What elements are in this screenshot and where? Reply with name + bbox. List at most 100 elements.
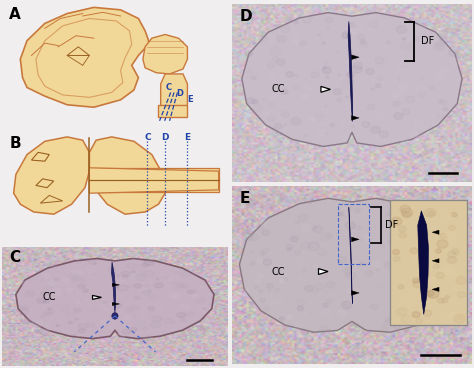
Circle shape bbox=[105, 302, 112, 305]
Circle shape bbox=[371, 126, 380, 133]
Circle shape bbox=[282, 112, 290, 117]
Circle shape bbox=[78, 323, 89, 329]
Circle shape bbox=[171, 282, 177, 286]
Circle shape bbox=[412, 278, 419, 283]
Circle shape bbox=[389, 213, 392, 216]
Circle shape bbox=[281, 274, 289, 280]
Circle shape bbox=[400, 205, 410, 213]
Circle shape bbox=[180, 272, 191, 277]
Circle shape bbox=[447, 312, 459, 321]
Circle shape bbox=[254, 198, 262, 204]
Circle shape bbox=[436, 41, 443, 47]
Circle shape bbox=[344, 141, 354, 149]
Circle shape bbox=[451, 24, 458, 29]
Circle shape bbox=[414, 17, 420, 22]
Circle shape bbox=[129, 273, 139, 279]
Circle shape bbox=[416, 30, 425, 37]
Circle shape bbox=[421, 217, 428, 222]
Circle shape bbox=[268, 290, 270, 291]
Circle shape bbox=[326, 133, 328, 135]
Circle shape bbox=[314, 99, 319, 103]
Circle shape bbox=[175, 272, 178, 273]
Circle shape bbox=[76, 293, 82, 296]
Circle shape bbox=[122, 275, 128, 278]
Circle shape bbox=[89, 259, 94, 261]
Circle shape bbox=[22, 275, 33, 280]
Circle shape bbox=[80, 279, 86, 282]
Circle shape bbox=[275, 298, 283, 304]
Circle shape bbox=[429, 86, 434, 89]
Circle shape bbox=[368, 28, 375, 33]
Circle shape bbox=[439, 35, 447, 41]
Polygon shape bbox=[112, 302, 119, 305]
Circle shape bbox=[392, 80, 399, 85]
Circle shape bbox=[366, 68, 374, 75]
Circle shape bbox=[48, 281, 57, 286]
Circle shape bbox=[180, 304, 190, 309]
Circle shape bbox=[104, 270, 114, 275]
Circle shape bbox=[348, 256, 352, 259]
Circle shape bbox=[402, 38, 405, 40]
Circle shape bbox=[434, 249, 442, 255]
Circle shape bbox=[110, 282, 118, 286]
Circle shape bbox=[277, 35, 286, 43]
Polygon shape bbox=[432, 259, 439, 263]
Circle shape bbox=[260, 252, 264, 255]
Circle shape bbox=[402, 139, 408, 144]
Circle shape bbox=[203, 268, 212, 273]
Circle shape bbox=[360, 42, 368, 48]
Circle shape bbox=[143, 271, 154, 277]
Circle shape bbox=[399, 226, 406, 232]
Circle shape bbox=[280, 280, 284, 283]
Circle shape bbox=[121, 271, 130, 276]
Polygon shape bbox=[90, 137, 165, 214]
Circle shape bbox=[242, 233, 253, 241]
Circle shape bbox=[298, 214, 308, 222]
Circle shape bbox=[302, 94, 309, 99]
Circle shape bbox=[279, 202, 283, 205]
Circle shape bbox=[132, 269, 138, 273]
Circle shape bbox=[246, 70, 253, 74]
Circle shape bbox=[430, 225, 434, 228]
Polygon shape bbox=[16, 258, 214, 339]
Circle shape bbox=[59, 336, 64, 339]
Circle shape bbox=[319, 77, 325, 81]
Circle shape bbox=[395, 78, 402, 83]
Circle shape bbox=[74, 318, 79, 320]
Circle shape bbox=[326, 28, 330, 30]
Circle shape bbox=[323, 303, 328, 307]
Circle shape bbox=[294, 323, 302, 329]
Circle shape bbox=[82, 289, 89, 293]
Circle shape bbox=[49, 310, 55, 313]
Circle shape bbox=[411, 322, 421, 330]
Circle shape bbox=[338, 74, 340, 76]
Circle shape bbox=[451, 213, 457, 217]
Polygon shape bbox=[351, 116, 359, 120]
Circle shape bbox=[265, 35, 276, 43]
Circle shape bbox=[139, 315, 142, 317]
Text: DF: DF bbox=[421, 36, 435, 46]
Circle shape bbox=[246, 199, 256, 207]
Circle shape bbox=[141, 287, 147, 290]
Circle shape bbox=[342, 301, 352, 309]
Circle shape bbox=[308, 201, 311, 203]
Circle shape bbox=[245, 289, 250, 293]
Circle shape bbox=[156, 278, 159, 280]
Circle shape bbox=[456, 276, 466, 284]
Circle shape bbox=[351, 54, 358, 59]
Circle shape bbox=[287, 74, 290, 76]
Circle shape bbox=[437, 13, 445, 19]
Circle shape bbox=[436, 315, 444, 321]
Circle shape bbox=[43, 300, 49, 303]
Circle shape bbox=[350, 23, 356, 27]
Circle shape bbox=[267, 62, 275, 68]
Circle shape bbox=[365, 270, 373, 276]
Circle shape bbox=[324, 291, 327, 293]
Circle shape bbox=[323, 67, 327, 69]
Circle shape bbox=[148, 307, 155, 311]
Circle shape bbox=[414, 306, 420, 311]
Circle shape bbox=[93, 273, 96, 275]
Circle shape bbox=[393, 101, 400, 106]
Circle shape bbox=[454, 211, 464, 219]
Bar bbox=[337, 204, 369, 264]
